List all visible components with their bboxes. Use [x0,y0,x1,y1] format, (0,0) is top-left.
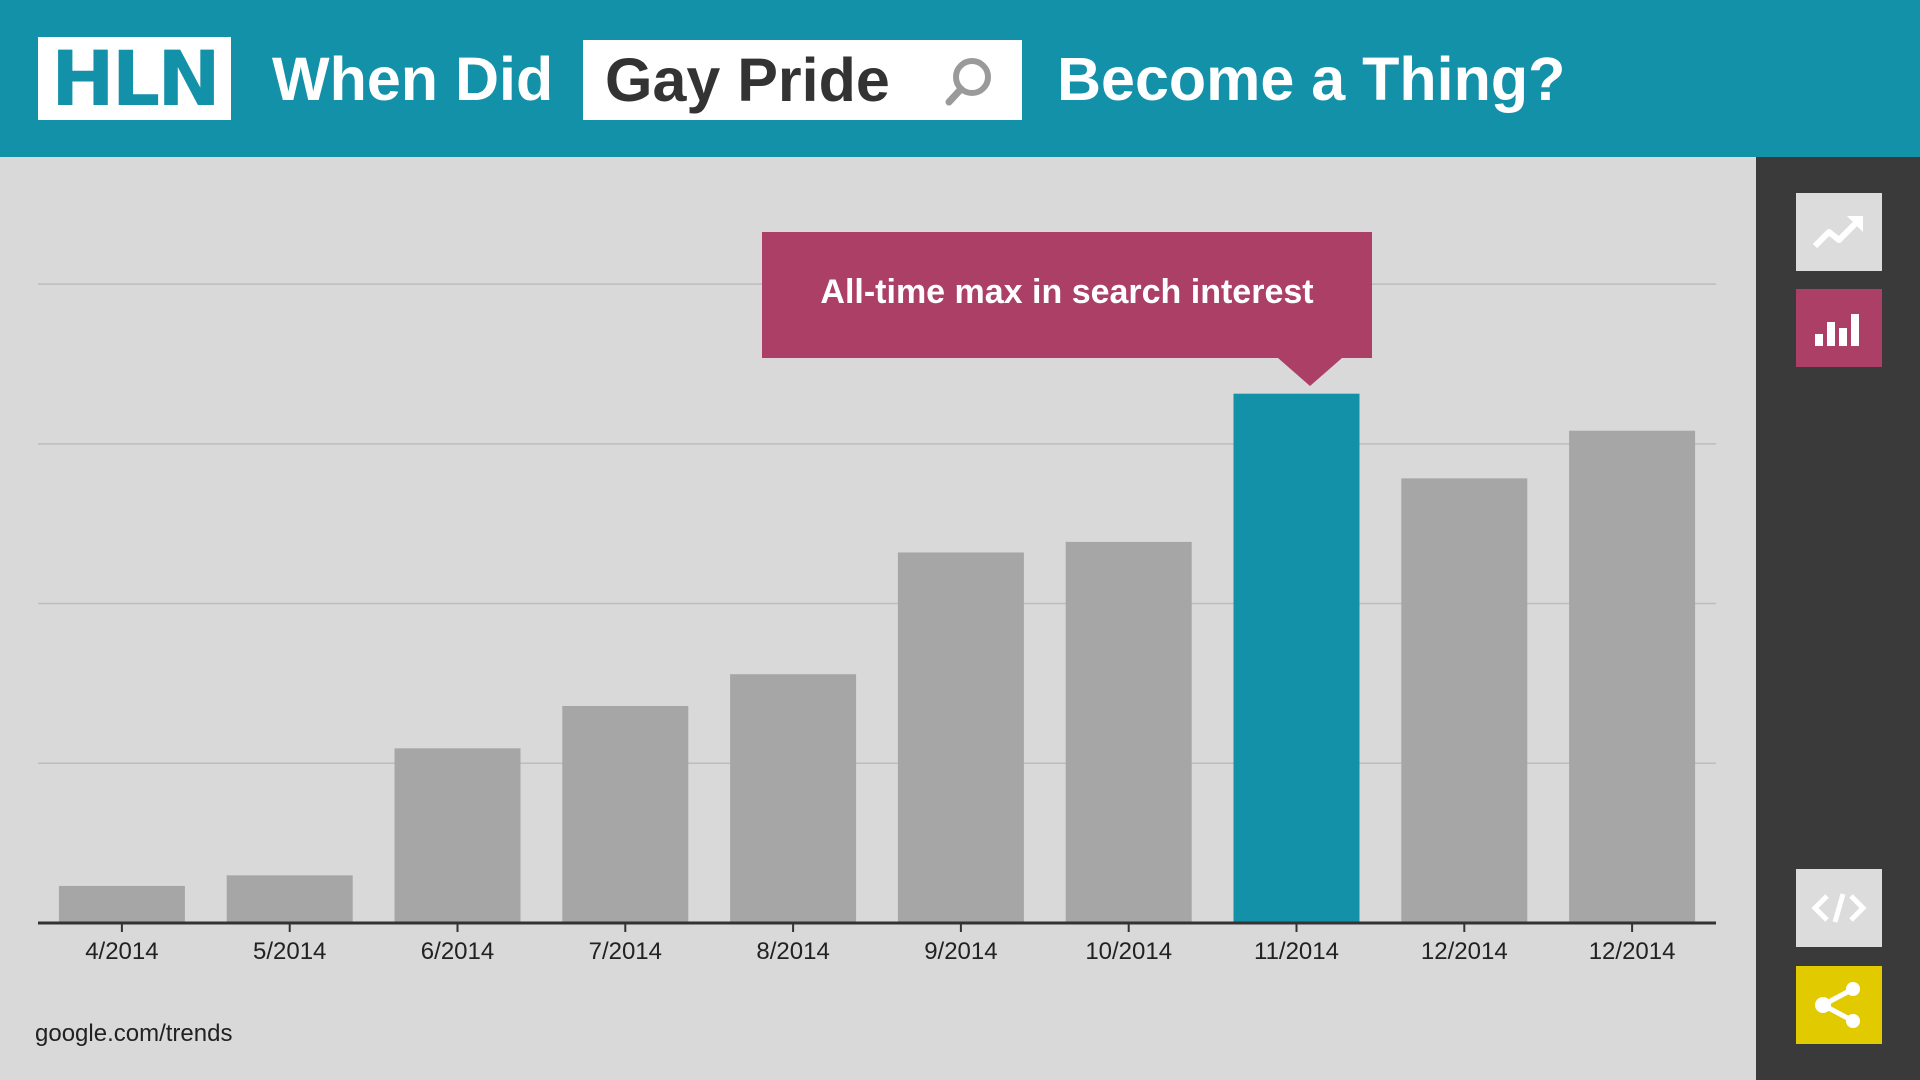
x-axis: 4/2014 5/2014 6/2014 7/2014 8/2014 9/2014 10/2… [38,921,1716,965]
bar-12-2014 [1569,430,1696,923]
bar-chart-icon [1815,314,1859,346]
x-tick-label: 8/2014 [756,938,829,965]
trend-line-icon [1812,216,1863,249]
bar-4-2014 [58,885,185,923]
bar-12-2014 [1401,478,1528,923]
bar-chart-button[interactable] [1796,289,1882,367]
logo-text: HLN [51,34,221,123]
line-chart-button[interactable] [1796,193,1882,271]
x-tick-label: 10/2014 [1085,938,1172,965]
sidebar [1756,157,1920,1080]
title-prefix: When Did [272,45,554,113]
chart-bars [58,393,1696,923]
annotation-text: All-time max in search interest [820,273,1313,311]
bar-11-2014 [1233,393,1360,923]
bar-chart: 4/2014 5/2014 6/2014 7/2014 8/2014 9/2014 10/2… [38,232,1716,965]
title-suffix: Become a Thing? [1057,45,1566,113]
bar-8-2014 [730,674,857,923]
header-banner: HLN When Did Gay Pride Become a Thing? [0,0,1920,157]
x-tick-label: 12/2014 [1421,938,1508,965]
search-icon [945,58,991,106]
bar-6-2014 [394,748,521,923]
x-tick-label: 7/2014 [589,938,662,965]
annotation-pointer [1278,358,1342,386]
bar-5-2014 [226,875,353,923]
embed-code-icon [1811,893,1867,923]
share-icon [1815,982,1860,1028]
x-tick-label: 4/2014 [85,938,158,965]
source-attribution: google.com/trends [35,1020,233,1047]
share-button[interactable] [1796,966,1882,1044]
annotation-box [762,232,1372,358]
bar-7-2014 [562,705,689,923]
x-tick-label: 12/2014 [1589,938,1676,965]
search-term: Gay Pride [605,46,890,114]
x-tick-label: 6/2014 [421,938,494,965]
embed-button[interactable] [1796,869,1882,947]
x-tick-label: 9/2014 [924,938,997,965]
annotation-callout: All-time max in search interest [762,232,1372,386]
bar-10-2014 [1065,541,1192,923]
x-tick-label: 11/2014 [1254,938,1339,965]
x-tick-label: 5/2014 [253,938,326,965]
bar-9-2014 [897,552,1024,923]
hln-logo: HLN [38,37,231,120]
search-box: Gay Pride [583,40,1022,120]
